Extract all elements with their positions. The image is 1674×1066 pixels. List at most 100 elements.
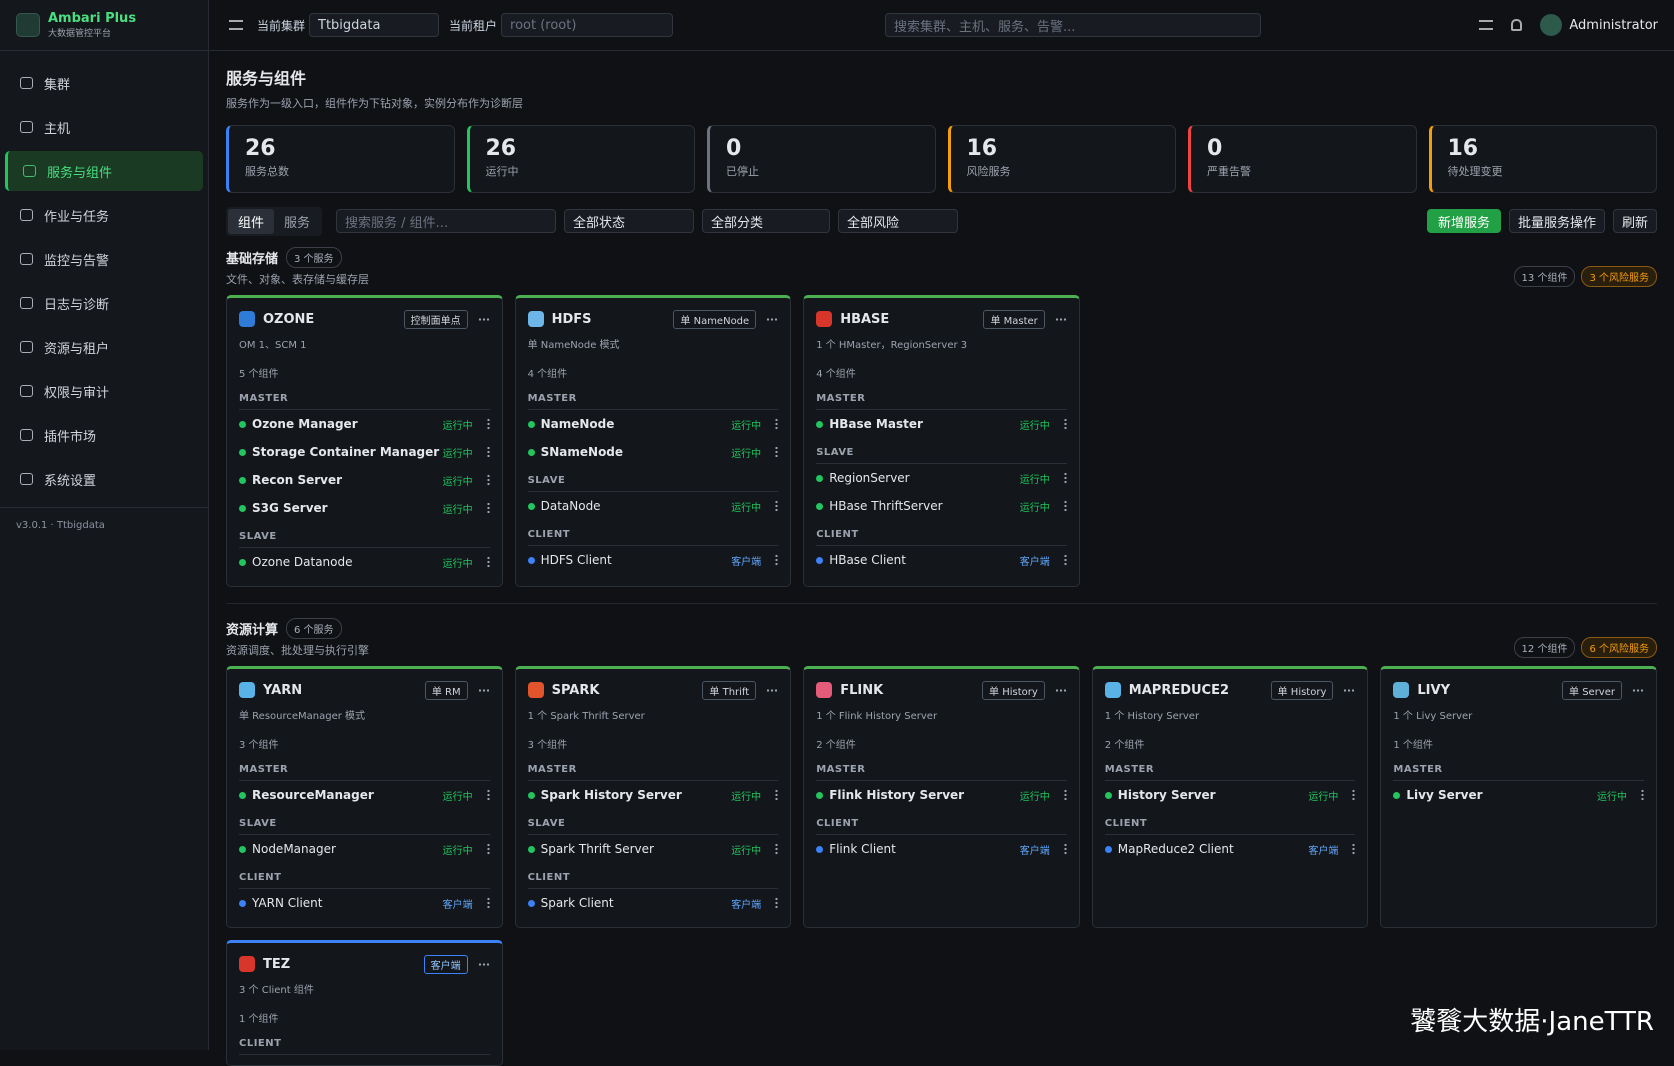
more-button[interactable] (766, 689, 778, 692)
service-name[interactable]: FLINK (840, 683, 982, 698)
kebab-button[interactable] (1064, 789, 1067, 801)
kebab-button[interactable] (775, 554, 778, 566)
bell-icon[interactable] (1511, 19, 1522, 31)
menu-toggle[interactable] (229, 20, 243, 30)
kebab-button[interactable] (487, 556, 490, 568)
kebab-button[interactable] (487, 897, 490, 909)
service-name[interactable]: YARN (263, 683, 425, 698)
cluster-select[interactable]: Ttbigdata (309, 13, 439, 37)
kebab-button[interactable] (487, 446, 490, 458)
menu-item[interactable]: 监控与告警 (5, 239, 203, 279)
menu-item[interactable]: 作业与任务 (5, 195, 203, 235)
menu-item[interactable]: 插件市场 (5, 415, 203, 455)
kebab-button[interactable] (487, 843, 490, 855)
kebab-button[interactable] (1352, 789, 1355, 801)
kebab-button[interactable] (775, 446, 778, 458)
menu-item[interactable]: 日志与诊断 (5, 283, 203, 323)
kebab-button[interactable] (1352, 843, 1355, 855)
service-name[interactable]: MAPREDUCE2 (1129, 683, 1271, 698)
kebab-button[interactable] (487, 789, 490, 801)
filter-select[interactable]: 全部风险 (838, 209, 958, 233)
kebab-button[interactable] (1641, 789, 1644, 801)
service-name[interactable]: OZONE (263, 312, 404, 327)
refresh-button[interactable]: 刷新 (1613, 209, 1657, 233)
kebab-button[interactable] (775, 500, 778, 512)
kebab-button[interactable] (487, 418, 490, 430)
service-name[interactable]: LIVY (1417, 683, 1562, 698)
more-button[interactable] (478, 963, 490, 966)
service-name[interactable]: TEZ (263, 957, 424, 972)
service-name[interactable]: HBASE (840, 312, 983, 327)
tenant-select[interactable]: root (root) (501, 13, 673, 37)
menu-item[interactable]: 主机 (5, 107, 203, 147)
view-tab[interactable]: 组件 (228, 209, 274, 234)
kebab-button[interactable] (1064, 500, 1067, 512)
kebab-button[interactable] (775, 843, 778, 855)
service-name[interactable]: HDFS (552, 312, 674, 327)
more-button[interactable] (478, 318, 490, 321)
view-tab[interactable]: 服务 (274, 209, 320, 234)
kebab-button[interactable] (775, 418, 778, 430)
kebab-button[interactable] (1064, 554, 1067, 566)
menu-item[interactable]: 服务与组件 (5, 151, 203, 191)
list-icon[interactable] (1479, 20, 1493, 30)
user-name[interactable]: Administrator (1569, 18, 1658, 33)
kebab-button[interactable] (775, 897, 778, 909)
filter-select[interactable]: 全部分类 (702, 209, 830, 233)
kebab-button[interactable] (1064, 472, 1067, 484)
more-button[interactable] (1055, 318, 1067, 321)
filter-select[interactable]: 全部状态 (564, 209, 694, 233)
kebab-button[interactable] (1064, 843, 1067, 855)
menu-item[interactable]: 系统设置 (5, 459, 203, 499)
menu-item[interactable]: 集群 (5, 63, 203, 103)
menu-item[interactable]: 权限与审计 (5, 371, 203, 411)
service-name[interactable]: SPARK (552, 683, 703, 698)
kebab-button[interactable] (487, 474, 490, 486)
avatar[interactable] (1540, 14, 1562, 36)
more-button[interactable] (1632, 689, 1644, 692)
batch-button[interactable]: 批量服务操作 (1509, 209, 1605, 233)
more-button[interactable] (1343, 689, 1355, 692)
more-button[interactable] (1055, 689, 1067, 692)
add-service-button[interactable]: 新增服务 (1427, 209, 1501, 233)
kebab-button[interactable] (775, 789, 778, 801)
menu-item[interactable]: 资源与租户 (5, 327, 203, 367)
